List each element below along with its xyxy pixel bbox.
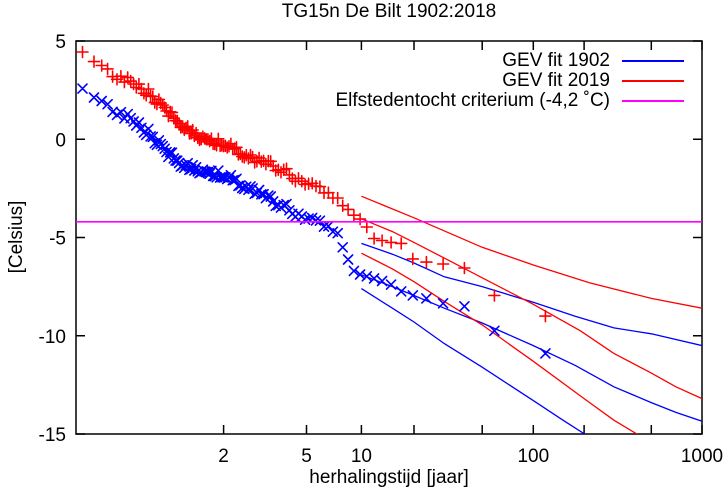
legend-item-gev-fit-2019: GEV fit 2019	[335, 71, 684, 91]
legend-label: GEV fit 2019	[502, 70, 610, 91]
x-axis-label: herhalingstijd [jaar]	[309, 467, 469, 488]
legend-item-gev-fit-1902: GEV fit 1902	[335, 51, 684, 71]
svg-text:10: 10	[351, 446, 372, 467]
svg-text:1000: 1000	[681, 446, 723, 467]
svg-text:2: 2	[218, 446, 229, 467]
svg-text:5: 5	[55, 32, 66, 53]
svg-text:-5: -5	[49, 229, 66, 250]
svg-text:0: 0	[55, 130, 66, 151]
legend-line-swatch-blue	[622, 60, 684, 62]
svg-text:5: 5	[301, 446, 312, 467]
legend-item-elfstedentocht-criterium: Elfstedentocht criterium (-4,2 ˚C)	[335, 91, 684, 111]
legend-line-swatch-magenta	[622, 100, 684, 102]
svg-text:-10: -10	[39, 327, 66, 348]
legend-label: GEV fit 1902	[502, 50, 610, 71]
legend-line-swatch-red	[622, 80, 684, 82]
legend: GEV fit 1902 GEV fit 2019 Elfstedentocht…	[335, 51, 684, 111]
svg-text:-15: -15	[39, 425, 66, 446]
legend-label: Elfstedentocht criterium (-4,2 ˚C)	[335, 90, 610, 111]
svg-text:100: 100	[517, 446, 549, 467]
chart-title: TG15n De Bilt 1902:2018	[281, 1, 497, 22]
